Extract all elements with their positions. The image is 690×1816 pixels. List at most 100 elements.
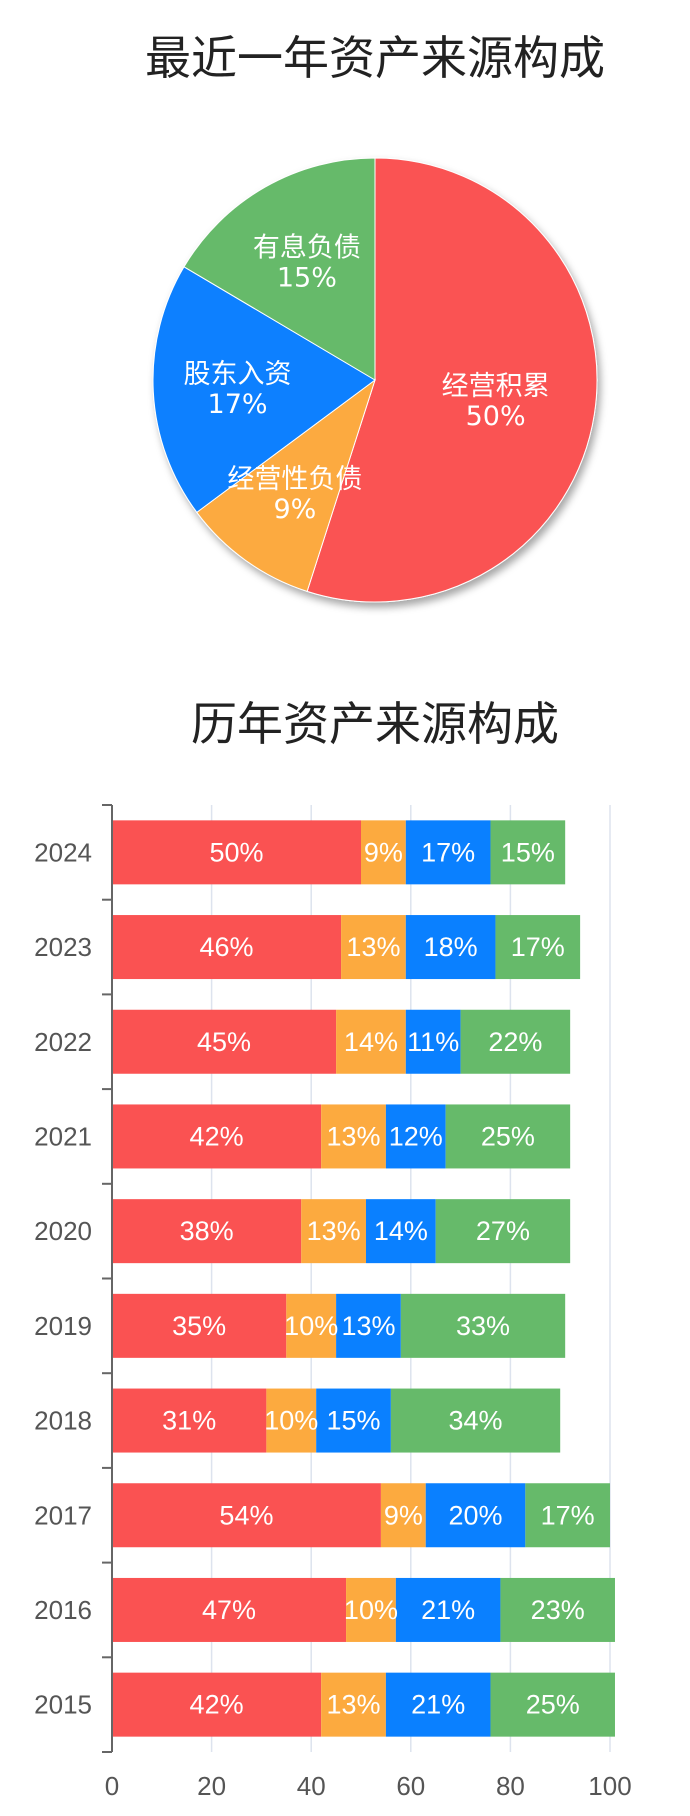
bar-segment — [500, 1577, 615, 1642]
bar-data-label: 35% — [172, 1311, 226, 1341]
bar-segment — [112, 1199, 302, 1264]
bar-chart-title: 历年资产来源构成 — [191, 697, 559, 751]
bar-data-label: 9% — [364, 837, 403, 867]
bar-data-label: 17% — [541, 1500, 595, 1530]
pie-slice-label: 经营积累 — [442, 371, 550, 402]
bar-segment — [112, 1483, 381, 1548]
bar-data-label: 42% — [190, 1690, 244, 1720]
bar-segment — [112, 820, 361, 885]
bar-segment — [286, 1293, 337, 1358]
bar-segment — [425, 1483, 526, 1548]
bar-data-label: 22% — [488, 1027, 542, 1057]
pie-slice-label: 股东入资 — [184, 359, 292, 390]
bar-segment — [266, 1388, 317, 1453]
x-tick-label: 0 — [105, 1771, 119, 1801]
bar-data-label: 9% — [384, 1500, 423, 1530]
bar-data-label: 11% — [407, 1027, 459, 1057]
x-tick-label: 80 — [496, 1771, 525, 1801]
pie-slice-label: 有息负债 — [253, 232, 361, 263]
bar-segment — [112, 1009, 337, 1074]
y-tick-label: 2024 — [34, 837, 92, 867]
bar-segment — [321, 1104, 386, 1169]
y-tick-label: 2017 — [34, 1500, 92, 1530]
bar-segment — [112, 1672, 322, 1737]
bar-segment — [400, 1293, 566, 1358]
pie-slice-percent: 9% — [273, 494, 316, 525]
bar-data-label: 13% — [341, 1311, 395, 1341]
bar-data-label: 38% — [180, 1216, 234, 1246]
bar-data-label: 10% — [284, 1311, 338, 1341]
y-tick-label: 2019 — [34, 1311, 92, 1341]
bar-data-label: 17% — [421, 837, 475, 867]
bar-segment — [361, 820, 406, 885]
bar-segment — [435, 1199, 571, 1264]
bar-segment — [112, 915, 342, 980]
y-tick-label: 2021 — [34, 1121, 92, 1151]
y-tick-label: 2018 — [34, 1406, 92, 1436]
bar-data-label: 15% — [501, 837, 555, 867]
pie-slice-percent: 50% — [466, 401, 526, 432]
bar-data-label: 21% — [411, 1690, 465, 1720]
x-tick-label: 100 — [588, 1771, 631, 1801]
bar-segment — [301, 1199, 366, 1264]
pie-slice-label: 经营性负债 — [227, 464, 362, 495]
bar-segment — [112, 1293, 287, 1358]
bar-data-label: 14% — [374, 1216, 428, 1246]
bar-segment — [112, 1577, 347, 1642]
x-tick-label: 40 — [297, 1771, 326, 1801]
bar-segment — [405, 1009, 461, 1074]
bar-segment — [525, 1483, 610, 1548]
bar-segment — [336, 1009, 406, 1074]
bar-data-label: 50% — [209, 837, 263, 867]
pie-slice — [306, 157, 598, 603]
bar-data-label: 13% — [327, 1121, 381, 1151]
bar-segment — [385, 1104, 446, 1169]
pie-slice — [152, 266, 376, 514]
bar-data-label: 46% — [200, 932, 254, 962]
pie-slice — [183, 157, 376, 381]
y-tick-label: 2015 — [34, 1690, 92, 1720]
bar-data-label: 42% — [190, 1121, 244, 1151]
bar-segment — [112, 1104, 322, 1169]
bar-segment — [336, 1293, 401, 1358]
y-tick-label: 2016 — [34, 1595, 92, 1625]
bar-segment — [495, 915, 581, 980]
bar-segment — [490, 1672, 615, 1737]
bar-segment — [321, 1672, 386, 1737]
bar-data-label: 13% — [307, 1216, 361, 1246]
bar-data-label: 25% — [526, 1690, 580, 1720]
bar-segment — [341, 915, 406, 980]
bar-data-label: 27% — [476, 1216, 530, 1246]
bar-segment — [395, 1577, 501, 1642]
bar-segment — [385, 1672, 491, 1737]
bar-data-label: 25% — [481, 1121, 535, 1151]
bar-data-label: 14% — [344, 1027, 398, 1057]
bar-data-label: 13% — [327, 1690, 381, 1720]
bar-data-label: 34% — [449, 1406, 503, 1436]
bar-segment — [405, 915, 496, 980]
y-tick-label: 2023 — [34, 932, 92, 962]
bar-segment — [405, 820, 491, 885]
bar-segment — [380, 1483, 426, 1548]
bar-segment — [365, 1199, 436, 1264]
pie-slice-percent: 17% — [208, 389, 268, 420]
bar-data-label: 33% — [456, 1311, 510, 1341]
bar-segment — [316, 1388, 391, 1453]
bar-data-label: 13% — [346, 932, 400, 962]
bar-data-label: 10% — [344, 1595, 398, 1625]
bar-data-label: 17% — [511, 932, 565, 962]
bar-segment — [460, 1009, 571, 1074]
bar-data-label: 47% — [202, 1595, 256, 1625]
bar-data-label: 31% — [162, 1406, 216, 1436]
bar-segment — [390, 1388, 561, 1453]
pie-slice-percent: 15% — [277, 262, 337, 293]
y-tick-label: 2022 — [34, 1027, 92, 1057]
bar-segment — [445, 1104, 571, 1169]
bar-data-label: 12% — [389, 1121, 443, 1151]
x-tick-label: 60 — [396, 1771, 425, 1801]
bar-data-label: 45% — [197, 1027, 251, 1057]
bar-data-label: 20% — [449, 1500, 503, 1530]
bar-data-label: 15% — [327, 1406, 381, 1436]
